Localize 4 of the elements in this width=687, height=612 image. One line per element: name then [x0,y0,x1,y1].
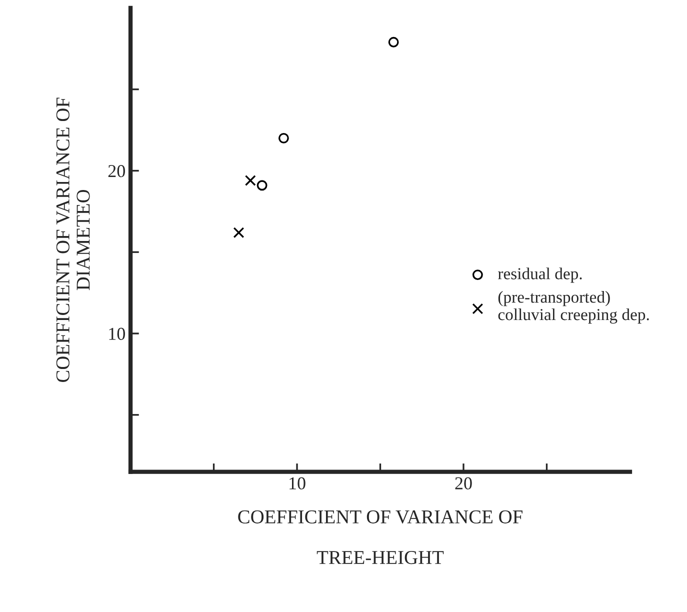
y-axis-title: COEFFICIENT OF VARIANCE OF DIAMETEO [56,98,90,382]
text: COEFFICIENT OF VARIANCE OF TREE-HEIGHT [238,510,522,564]
legend-label: (pre-transported) colluvial creeping dep. [498,291,649,324]
legend-label: residual dep. [498,268,582,283]
